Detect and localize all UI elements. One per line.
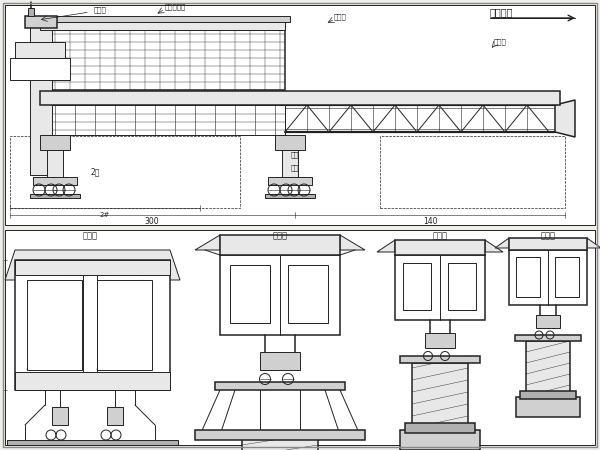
Bar [15, 372, 170, 390]
Bar [242, 435, 318, 450]
Bar [520, 391, 576, 399]
Bar [400, 356, 480, 363]
Bar [555, 257, 579, 297]
Bar [40, 135, 70, 150]
Bar [526, 341, 570, 396]
Polygon shape [5, 250, 180, 280]
Polygon shape [555, 100, 575, 137]
Bar [405, 423, 475, 433]
Bar [28, 8, 34, 16]
Text: 主框架系统: 主框架系统 [164, 4, 185, 10]
Text: 2#: 2# [100, 212, 110, 218]
Bar [7, 440, 178, 445]
Text: 挂篹: 挂篹 [291, 152, 299, 158]
Bar [268, 177, 312, 185]
Bar [288, 265, 328, 323]
Bar [536, 315, 560, 328]
Bar [412, 363, 468, 428]
Bar [15, 260, 170, 275]
Text: 模板面: 模板面 [541, 231, 556, 240]
Bar [5, 230, 595, 445]
Bar [403, 263, 431, 310]
Polygon shape [587, 238, 600, 248]
Bar [25, 16, 57, 28]
Bar [40, 20, 285, 30]
Bar [400, 430, 480, 450]
Bar [107, 407, 123, 425]
Text: 300: 300 [145, 217, 160, 226]
Text: 模板扁: 模板扁 [494, 39, 506, 45]
Bar [15, 260, 170, 390]
Bar [516, 397, 580, 417]
Bar [265, 194, 315, 198]
Bar [40, 91, 560, 105]
Text: 中间面: 中间面 [433, 231, 448, 240]
Text: 140: 140 [423, 217, 437, 226]
Bar [30, 25, 52, 175]
Bar [515, 335, 581, 341]
Text: 模板扁: 模板扁 [334, 14, 346, 20]
Bar [30, 194, 80, 198]
Bar [220, 235, 340, 255]
Bar [220, 255, 340, 335]
Bar [509, 238, 587, 250]
Text: 过渡面: 过渡面 [272, 231, 287, 240]
Text: 施工方向: 施工方向 [490, 7, 514, 17]
Bar [516, 257, 540, 297]
Bar [35, 16, 290, 22]
Text: 端断面: 端断面 [83, 231, 97, 240]
Bar [5, 5, 595, 225]
Polygon shape [495, 238, 509, 248]
Bar [395, 240, 485, 255]
Bar [195, 430, 365, 440]
Bar [33, 177, 77, 185]
Bar [47, 150, 63, 178]
Bar [230, 265, 270, 323]
Text: 2号: 2号 [91, 167, 100, 176]
Polygon shape [340, 235, 365, 250]
Polygon shape [195, 235, 220, 250]
Bar [97, 280, 152, 370]
Bar [215, 382, 345, 390]
Bar [275, 135, 305, 150]
Bar [40, 30, 285, 90]
Bar [282, 150, 298, 178]
Bar [40, 105, 285, 135]
Bar [15, 42, 65, 60]
Bar [395, 255, 485, 320]
Bar [27, 280, 82, 370]
Bar [10, 136, 240, 208]
Polygon shape [377, 240, 395, 252]
Bar [509, 250, 587, 305]
Text: 山车: 山车 [291, 165, 299, 171]
Text: 端设备: 端设备 [94, 7, 106, 14]
Bar [425, 333, 455, 348]
Bar [52, 407, 68, 425]
Polygon shape [485, 240, 503, 252]
Bar [380, 136, 565, 208]
Bar [260, 352, 300, 370]
Bar [448, 263, 476, 310]
Bar [10, 58, 70, 80]
